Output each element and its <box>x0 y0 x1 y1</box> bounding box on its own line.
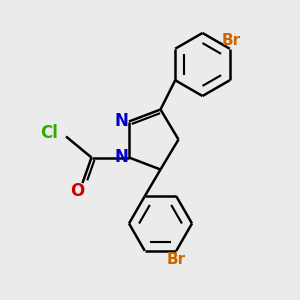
Text: N: N <box>115 148 128 166</box>
Text: Cl: Cl <box>40 124 58 142</box>
Text: O: O <box>70 182 84 200</box>
Text: Br: Br <box>222 33 241 48</box>
Text: N: N <box>115 112 128 130</box>
Text: Br: Br <box>167 252 186 267</box>
